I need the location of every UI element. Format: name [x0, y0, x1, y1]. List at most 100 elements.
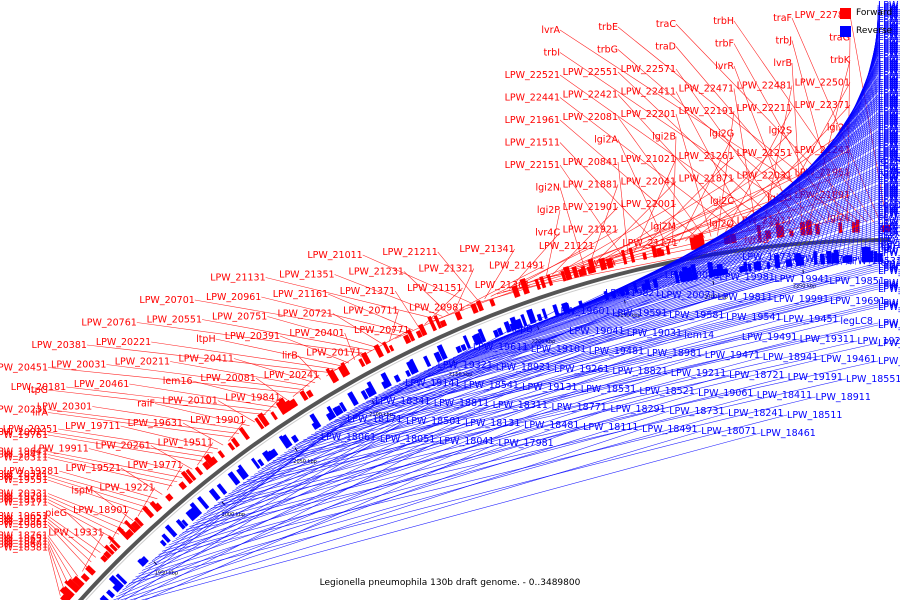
reverse-gene-glyph [175, 518, 186, 530]
forward-gene-label: LPW_18601 [0, 540, 48, 551]
scale-label: 2150 kbp [449, 372, 473, 378]
forward-gene-glyph [325, 367, 337, 384]
forward-gene-label-leader [552, 206, 619, 275]
reverse-gene-label: LPW_20851 [878, 152, 900, 163]
forward-gene-label: LPW_20301 [37, 402, 92, 413]
forward-gene-label: lirB [282, 351, 298, 362]
forward-gene-label-leader [47, 454, 178, 483]
forward-gene-label: pieG [45, 508, 67, 519]
reverse-gene-label: LPW_19891 [878, 284, 900, 295]
reverse-gene-glyph [115, 573, 128, 585]
reverse-gene-label: LPW_19141 [405, 378, 460, 389]
forward-gene-glyph [202, 460, 212, 471]
forward-gene-glyph [130, 520, 142, 532]
forward-gene-label-leader [675, 23, 868, 223]
forward-gene-label: LPW_20711 [343, 306, 398, 317]
forward-gene-label-leader [265, 277, 437, 320]
forward-gene-label: lgi2S [769, 126, 792, 137]
forward-gene-label: LPW_19021 [0, 514, 48, 525]
forward-gene-label-leader [154, 403, 250, 427]
reverse-gene-label: LPW_21101 [878, 172, 900, 183]
reverse-gene-label-leader [158, 394, 757, 555]
forward-gene-label-leader [508, 232, 561, 290]
forward-gene-label: LPW_22421 [563, 90, 618, 101]
forward-gene-label: LPW_18631 [0, 534, 48, 545]
forward-gene-label: LPW_20171 [306, 348, 361, 359]
reverse-gene-label-leader [182, 378, 847, 533]
forward-gene-label-leader [328, 293, 413, 331]
forward-gene-label: LPW_22151 [505, 160, 560, 171]
forward-gene-label: traG [829, 33, 850, 44]
forward-gene-label: LPW_20211 [115, 357, 170, 368]
forward-gene-label-leader [559, 119, 699, 239]
forward-gene-label: LPW_20031 [51, 360, 106, 371]
forward-gene-label: lvr4C [535, 228, 560, 239]
forward-gene-label: lgi2P [537, 205, 560, 216]
forward-gene-label: raiF [137, 399, 155, 410]
reverse-gene-label: LPW_18811 [434, 398, 489, 409]
reverse-gene-label: LPW_19061 [698, 388, 753, 399]
forward-gene-label-leader [279, 335, 350, 364]
reverse-gene-label: LPW_21611 [878, 54, 900, 65]
forward-gene-label-leader [82, 532, 105, 572]
forward-gene-label: LPW_21121 [539, 241, 594, 252]
forward-gene-glyph [107, 535, 121, 549]
reverse-gene-label: LPW_18291 [610, 404, 665, 415]
reverse-gene-label: LPW_20441 [878, 198, 900, 209]
reverse-gene-label: lirE [878, 234, 893, 245]
forward-gene-label-leader [326, 352, 362, 377]
reverse-gene-glyph [492, 329, 500, 338]
forward-gene-label-leader [617, 139, 667, 245]
reverse-gene-glyph [813, 251, 818, 265]
reverse-gene-label: pieF [878, 244, 898, 255]
reverse-gene-label: LPW_19311 [800, 334, 855, 345]
forward-gene-label-leader [437, 251, 479, 302]
reverse-gene-label: LPW_18241 [728, 408, 783, 419]
forward-gene-glyph [125, 528, 135, 538]
forward-gene-label: LPW_20771 [354, 325, 409, 336]
forward-gene-label-leader [47, 518, 97, 558]
forward-gene-label: LPW_20981 [409, 303, 464, 314]
reverse-gene-label-leader [284, 316, 727, 454]
reverse-gene-label: LPW_21201 [878, 132, 900, 143]
reverse-gene-glyph [257, 458, 265, 467]
forward-gene-label-leader [47, 412, 234, 438]
forward-gene-glyph [209, 456, 218, 465]
reverse-gene-label: LPW_20471 [878, 190, 900, 201]
forward-gene-label: LPW_18901 [73, 505, 128, 516]
forward-gene-glyph [439, 319, 448, 328]
reverse-gene-label-leader [469, 212, 879, 351]
forward-gene-label: LPW_18381 [0, 543, 48, 554]
reverse-gene-label: LPW_22351 [878, 26, 900, 37]
reverse-gene-label: LPW_20671 [878, 80, 900, 91]
forward-gene-label-leader [47, 409, 239, 434]
reverse-gene-label: LPW_22291 [878, 28, 900, 39]
reverse-gene-label: LPW_21561 [878, 42, 900, 53]
forward-gene-glyph [72, 575, 85, 588]
reverse-gene-label: LPW_18821 [612, 366, 667, 377]
forward-gene-label-leader [47, 473, 153, 504]
reverse-gene-label: LPW_22061 [878, 36, 900, 47]
forward-gene-label: LPW_19911 [33, 444, 88, 455]
reverse-gene-label: LPW_20161 [878, 226, 900, 237]
forward-gene-label: traC [656, 19, 676, 30]
reverse-gene-label-leader [781, 54, 879, 270]
reverse-gene-label: LPW_21071 [878, 104, 900, 115]
forward-gene-label-leader [267, 316, 378, 348]
reverse-gene-label-leader [482, 206, 879, 346]
reverse-gene-glyph [266, 450, 275, 460]
reverse-gene-label: LPW_18721 [729, 370, 784, 381]
reverse-gene-label-leader [529, 180, 879, 327]
forward-gene-label-leader [170, 361, 310, 387]
reverse-gene-glyph [339, 401, 348, 413]
reverse-gene-label: LPW_21461 [878, 102, 900, 113]
reverse-gene-glyph [311, 422, 319, 430]
reverse-gene-label: LPW_22341 [878, 0, 900, 11]
forward-gene-label-leader [137, 487, 156, 517]
reverse-gene-label: LPW_19931 [878, 282, 900, 293]
reverse-gene-label-leader [322, 294, 662, 428]
reverse-gene-label-leader [261, 330, 570, 470]
forward-gene-label: LPW_20251 [3, 424, 58, 435]
reverse-gene-label: LPW_20271 [878, 210, 900, 221]
forward-gene-glyph [756, 225, 762, 240]
